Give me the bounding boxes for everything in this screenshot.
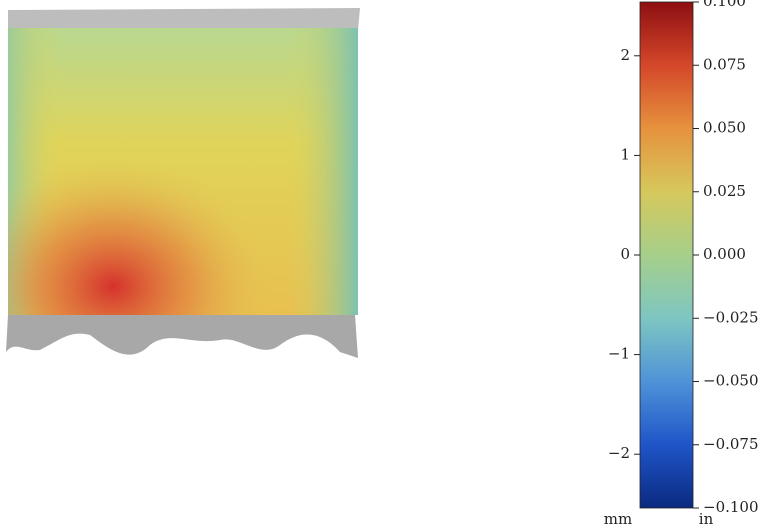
y-tick-label: 0 [620,245,630,263]
y2-tick-label: 0.075 [703,55,746,73]
y2-tick-label: −0.025 [703,308,759,326]
y2-axis-label: in [699,510,714,528]
scan-top-rim [8,8,360,30]
scan-base [6,315,358,358]
y-tick-label: 2 [620,46,630,64]
y-tick-label: 1 [620,145,630,163]
scan-render [6,8,360,358]
y-tick-label: −1 [608,345,630,363]
y2-tick-label: 0.100 [703,0,746,10]
y2-tick-label: −0.050 [703,372,759,390]
y2-tick-label: −0.100 [703,498,759,516]
y2-tick-label: 0.000 [703,245,746,263]
scan-hotspot [8,28,358,315]
y2-tick-label: −0.075 [703,435,759,453]
y2-tick-label: 0.050 [703,119,746,137]
colorbar [639,1,694,509]
y2-tick-label: 0.025 [703,182,746,200]
y-tick-label: −2 [608,444,630,462]
y-axis-label: mm [604,510,632,528]
